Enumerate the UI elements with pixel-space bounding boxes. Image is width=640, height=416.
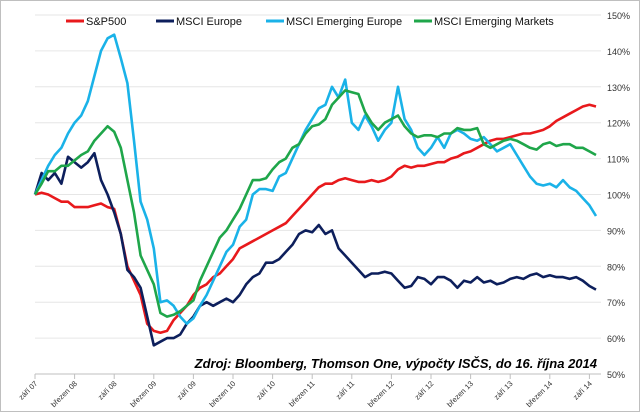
x-tick-label: březen 11 (287, 379, 317, 409)
x-tick-label: březen 09 (128, 379, 158, 409)
legend-item: MSCI Emerging Europe (266, 16, 402, 28)
legend-item: S&P500 (66, 16, 126, 28)
legend-label: MSCI Emerging Markets (434, 16, 554, 28)
x-tick-label: září 11 (334, 379, 356, 401)
x-tick-label: září 13 (492, 379, 515, 402)
y-tick-label: 90% (607, 226, 625, 236)
x-tick-label: březen 13 (445, 379, 475, 409)
legend-label: MSCI Emerging Europe (286, 16, 402, 28)
legend-label: S&P500 (86, 16, 126, 28)
y-tick-label: 120% (607, 119, 630, 129)
y-tick-label: 110% (607, 155, 629, 165)
legend-item: MSCI Emerging Markets (414, 16, 554, 28)
y-tick-label: 60% (607, 334, 625, 344)
y-tick-label: 70% (607, 298, 625, 308)
y-tick-label: 100% (607, 191, 630, 201)
gridlines (35, 14, 601, 339)
x-tick-label: září 14 (571, 379, 594, 402)
x-tick-label: březen 14 (524, 379, 554, 409)
y-tick-label: 150% (607, 11, 630, 21)
series-lines (33, 33, 598, 347)
y-tick-label: 130% (607, 83, 630, 93)
series-line-msci-emerging-europe (33, 33, 598, 325)
legend: S&P500 MSCI Europe MSCI Emerging Europe MSC… (66, 16, 554, 28)
y-axis-labels: 50% 60% 70% 80% 90% 100% 110% 120% 130% 140% 150% (607, 11, 630, 380)
y-tick-label: 50% (607, 370, 625, 380)
series-line-msci-emerging-markets (33, 89, 597, 318)
x-tick-label: březen 08 (49, 379, 79, 409)
x-tick-label: září 09 (175, 379, 198, 402)
x-tick-label: září 12 (413, 379, 436, 402)
x-tick-label: březen 12 (366, 379, 396, 409)
y-tick-label: 140% (607, 47, 630, 57)
source-annotation: Zdroj: Bloomberg, Thomson One, výpočty I… (194, 356, 598, 371)
x-axis: září 07 březen 08 září 08 březen 09 září 09 b… (17, 373, 601, 409)
x-tick-label: září 10 (254, 379, 277, 402)
x-tick-label: září 07 (17, 379, 40, 402)
x-tick-label: březen 10 (207, 379, 237, 409)
y-tick-label: 80% (607, 262, 625, 272)
legend-label: MSCI Europe (176, 16, 242, 28)
legend-item: MSCI Europe (156, 16, 242, 28)
x-tick-label: září 08 (96, 379, 119, 402)
series-line-msci-europe (33, 151, 597, 347)
